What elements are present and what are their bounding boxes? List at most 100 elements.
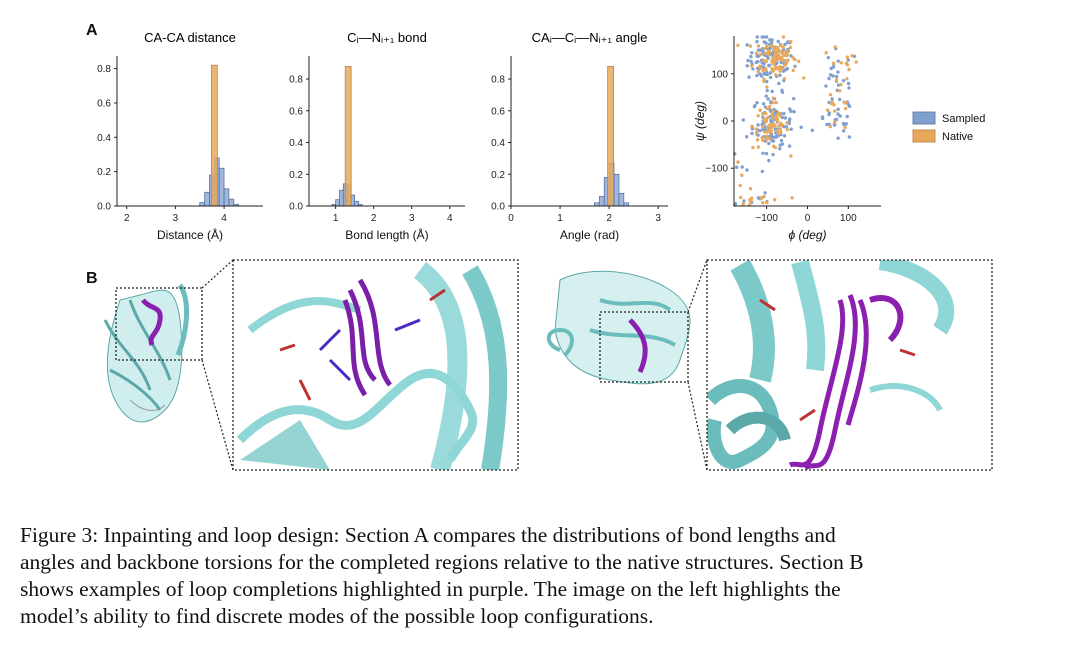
point-sampled <box>747 75 751 79</box>
point-native <box>766 49 771 53</box>
point-native <box>784 61 788 65</box>
point-sampled <box>745 168 749 172</box>
point-sampled <box>827 76 831 81</box>
point-sampled <box>763 125 767 129</box>
point-native <box>765 106 769 111</box>
point-sampled <box>787 144 792 148</box>
point-native <box>760 135 764 140</box>
point-native <box>788 45 793 50</box>
point-native <box>741 202 745 206</box>
point-sampled <box>841 129 846 133</box>
caption-line-1: Figure 3: Inpainting and loop design: Se… <box>20 523 836 547</box>
point-native <box>771 115 775 120</box>
point-native <box>833 45 837 49</box>
point-sampled <box>789 109 793 113</box>
point-native <box>784 59 789 63</box>
point-sampled <box>777 81 781 86</box>
bar-sampled <box>228 198 235 207</box>
point-native <box>765 51 770 56</box>
point-native <box>774 73 778 77</box>
point-native <box>770 69 775 73</box>
point-sampled <box>740 165 744 169</box>
point-native <box>750 124 754 129</box>
point-native <box>825 108 830 112</box>
x-tick-label: 3 <box>173 213 179 224</box>
point-native <box>749 199 753 203</box>
point-native <box>739 195 743 200</box>
point-sampled <box>741 118 745 122</box>
point-native <box>762 194 766 199</box>
point-native <box>761 201 765 205</box>
point-native <box>750 64 754 68</box>
point-native <box>778 127 783 131</box>
point-native <box>768 137 772 141</box>
point-native <box>776 47 780 51</box>
point-native <box>763 130 767 134</box>
y-tick-label: 0 <box>722 117 728 128</box>
bar-sampled <box>618 192 625 207</box>
y-tick-label: 0.2 <box>289 170 303 181</box>
histogram-bond-length: Cᵢ—Nᵢ₊₁ bond 0.0 0.2 0.4 0.6 0.8 1 2 3 4 Bond leng… <box>289 30 465 242</box>
point-native <box>779 121 783 126</box>
protein-structure-2-overview <box>546 270 691 385</box>
point-sampled <box>820 115 825 119</box>
point-native <box>773 145 778 150</box>
point-sampled <box>780 142 785 146</box>
x-tick-label: 0 <box>805 213 811 224</box>
point-native <box>839 61 844 65</box>
x-tick-label: 4 <box>447 213 453 224</box>
point-native <box>763 51 767 56</box>
point-native <box>790 196 794 200</box>
point-sampled <box>827 111 832 115</box>
point-sampled <box>780 90 785 94</box>
bar-sampled <box>199 202 205 207</box>
point-native <box>762 79 766 83</box>
point-sampled <box>847 104 852 108</box>
point-sampled <box>764 35 769 39</box>
point-native <box>785 121 789 125</box>
point-native <box>772 53 777 58</box>
point-native <box>779 50 784 54</box>
x-tick-label: 4 <box>221 213 227 224</box>
point-sampled <box>783 42 787 47</box>
figure-caption: Figure 3: Inpainting and loop design: Se… <box>20 522 1060 630</box>
panel-b-label: B <box>86 270 98 287</box>
point-native <box>738 183 742 188</box>
point-sampled <box>745 43 749 47</box>
point-native <box>839 82 843 87</box>
point-sampled <box>755 40 759 44</box>
zoom-box-2 <box>599 311 689 383</box>
bar-sampled <box>354 200 359 207</box>
point-native <box>771 100 775 105</box>
point-native <box>788 40 793 44</box>
point-native <box>765 137 769 141</box>
point-native <box>755 138 760 142</box>
point-sampled <box>836 59 840 63</box>
bar-sampled <box>339 189 344 207</box>
point-sampled <box>847 86 851 90</box>
point-native <box>791 56 795 60</box>
point-native <box>847 67 851 72</box>
point-native <box>773 57 777 62</box>
point-native <box>778 65 782 69</box>
point-sampled <box>758 48 762 52</box>
point-native <box>777 56 782 60</box>
bar-native <box>210 64 218 207</box>
point-native <box>764 59 768 63</box>
point-native <box>828 92 833 97</box>
y-tick-label: 0.4 <box>289 138 303 149</box>
bar-sampled <box>204 191 210 207</box>
point-sampled <box>837 97 842 102</box>
chart-title: CA-CA distance <box>144 30 236 45</box>
zoom-box-1 <box>115 287 203 361</box>
y-tick-label: 0.0 <box>491 202 505 213</box>
point-sampled <box>753 103 757 108</box>
point-native <box>761 125 765 129</box>
point-native <box>771 122 776 127</box>
point-native <box>777 131 782 135</box>
zoom-view-2 <box>707 260 992 470</box>
x-tick-label: 3 <box>655 213 661 224</box>
point-native <box>844 61 848 66</box>
point-native <box>775 119 780 123</box>
point-sampled <box>829 66 833 71</box>
